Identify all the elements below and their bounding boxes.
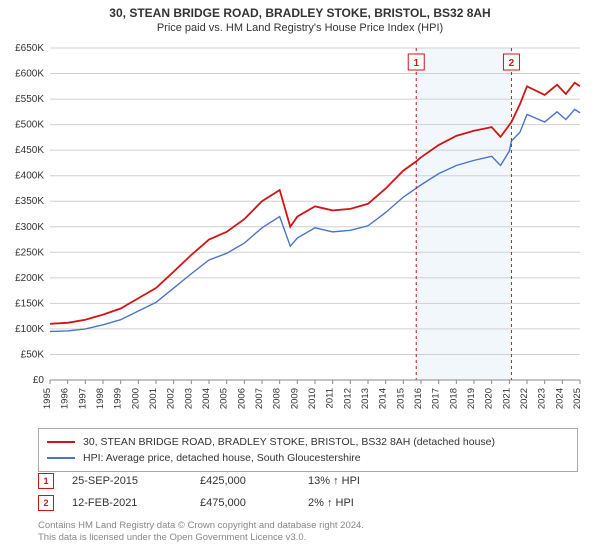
svg-text:1999: 1999 (113, 388, 124, 409)
svg-text:£600K: £600K (15, 69, 44, 80)
svg-text:2012: 2012 (342, 388, 353, 409)
svg-text:2023: 2023 (537, 388, 548, 409)
svg-text:1998: 1998 (95, 388, 106, 409)
svg-text:2010: 2010 (307, 388, 318, 409)
chart-title-address: 30, STEAN BRIDGE ROAD, BRADLEY STOKE, BR… (10, 6, 590, 20)
event-row: 2 12-FEB-2021 £475,000 2% ↑ HPI (38, 492, 578, 514)
chart-area: £0 £50K £100K £150K £200K £250K £300K £350K £400… (0, 42, 600, 422)
svg-text:2005: 2005 (219, 388, 230, 409)
svg-text:2000: 2000 (130, 388, 141, 409)
svg-text:2022: 2022 (519, 388, 530, 409)
chart-subtitle: Price paid vs. HM Land Registry's House … (10, 22, 590, 34)
event-marker-box: 2 (38, 495, 54, 511)
event-pct-vs-hpi: 13% ↑ HPI (308, 475, 428, 487)
legend-item: 30, STEAN BRIDGE ROAD, BRADLEY STOKE, BR… (47, 434, 569, 450)
legend-swatch (47, 441, 75, 443)
svg-text:2019: 2019 (466, 388, 477, 409)
svg-text:2013: 2013 (360, 388, 371, 409)
svg-text:2014: 2014 (378, 388, 389, 409)
svg-text:2006: 2006 (236, 388, 247, 409)
svg-text:2002: 2002 (166, 388, 177, 409)
svg-text:2025: 2025 (572, 388, 583, 409)
svg-text:2004: 2004 (201, 388, 212, 409)
svg-text:£400K: £400K (15, 171, 44, 182)
svg-text:£250K: £250K (15, 247, 44, 258)
svg-text:£550K: £550K (15, 94, 44, 105)
event-pct-vs-hpi: 2% ↑ HPI (308, 497, 428, 509)
svg-text:£50K: £50K (21, 349, 45, 360)
svg-text:£450K: £450K (15, 145, 44, 156)
svg-text:2: 2 (509, 58, 515, 69)
svg-text:1997: 1997 (77, 388, 88, 409)
svg-text:£200K: £200K (15, 273, 44, 284)
event-list: 1 25-SEP-2015 £425,000 13% ↑ HPI 2 12-FE… (38, 470, 578, 514)
svg-text:2016: 2016 (413, 388, 424, 409)
legend-swatch (47, 457, 75, 459)
event-marker-box: 1 (38, 473, 54, 489)
legend-label: HPI: Average price, detached house, Sout… (83, 452, 361, 464)
legend-label: 30, STEAN BRIDGE ROAD, BRADLEY STOKE, BR… (83, 436, 495, 448)
svg-text:2021: 2021 (501, 388, 512, 409)
svg-text:2008: 2008 (272, 388, 283, 409)
svg-text:2009: 2009 (289, 388, 300, 409)
svg-text:£0: £0 (33, 375, 45, 386)
svg-text:1995: 1995 (42, 388, 53, 409)
svg-text:2003: 2003 (183, 388, 194, 409)
event-price: £425,000 (200, 475, 290, 487)
event-row: 1 25-SEP-2015 £425,000 13% ↑ HPI (38, 470, 578, 492)
svg-text:2015: 2015 (395, 388, 406, 409)
footer-line: This data is licensed under the Open Gov… (38, 532, 578, 544)
legend: 30, STEAN BRIDGE ROAD, BRADLEY STOKE, BR… (38, 428, 578, 472)
svg-text:£650K: £650K (15, 43, 44, 54)
svg-text:£100K: £100K (15, 324, 44, 335)
line-chart: £0 £50K £100K £150K £200K £250K £300K £350K £400… (0, 42, 600, 422)
svg-text:£350K: £350K (15, 196, 44, 207)
footer-attribution: Contains HM Land Registry data © Crown c… (38, 520, 578, 545)
svg-text:1996: 1996 (60, 388, 71, 409)
svg-text:2020: 2020 (484, 388, 495, 409)
svg-text:£300K: £300K (15, 222, 44, 233)
event-price: £475,000 (200, 497, 290, 509)
svg-text:£150K: £150K (15, 298, 44, 309)
event-date: 12-FEB-2021 (72, 497, 182, 509)
svg-text:2017: 2017 (431, 388, 442, 409)
legend-item: HPI: Average price, detached house, Sout… (47, 450, 569, 466)
svg-text:1: 1 (413, 58, 419, 69)
svg-text:£500K: £500K (15, 120, 44, 131)
svg-text:2011: 2011 (325, 388, 336, 408)
svg-text:2001: 2001 (148, 388, 159, 409)
footer-line: Contains HM Land Registry data © Crown c… (38, 520, 578, 532)
svg-text:2007: 2007 (254, 388, 265, 409)
event-date: 25-SEP-2015 (72, 475, 182, 487)
svg-text:2018: 2018 (448, 388, 459, 409)
svg-text:2024: 2024 (554, 388, 565, 409)
